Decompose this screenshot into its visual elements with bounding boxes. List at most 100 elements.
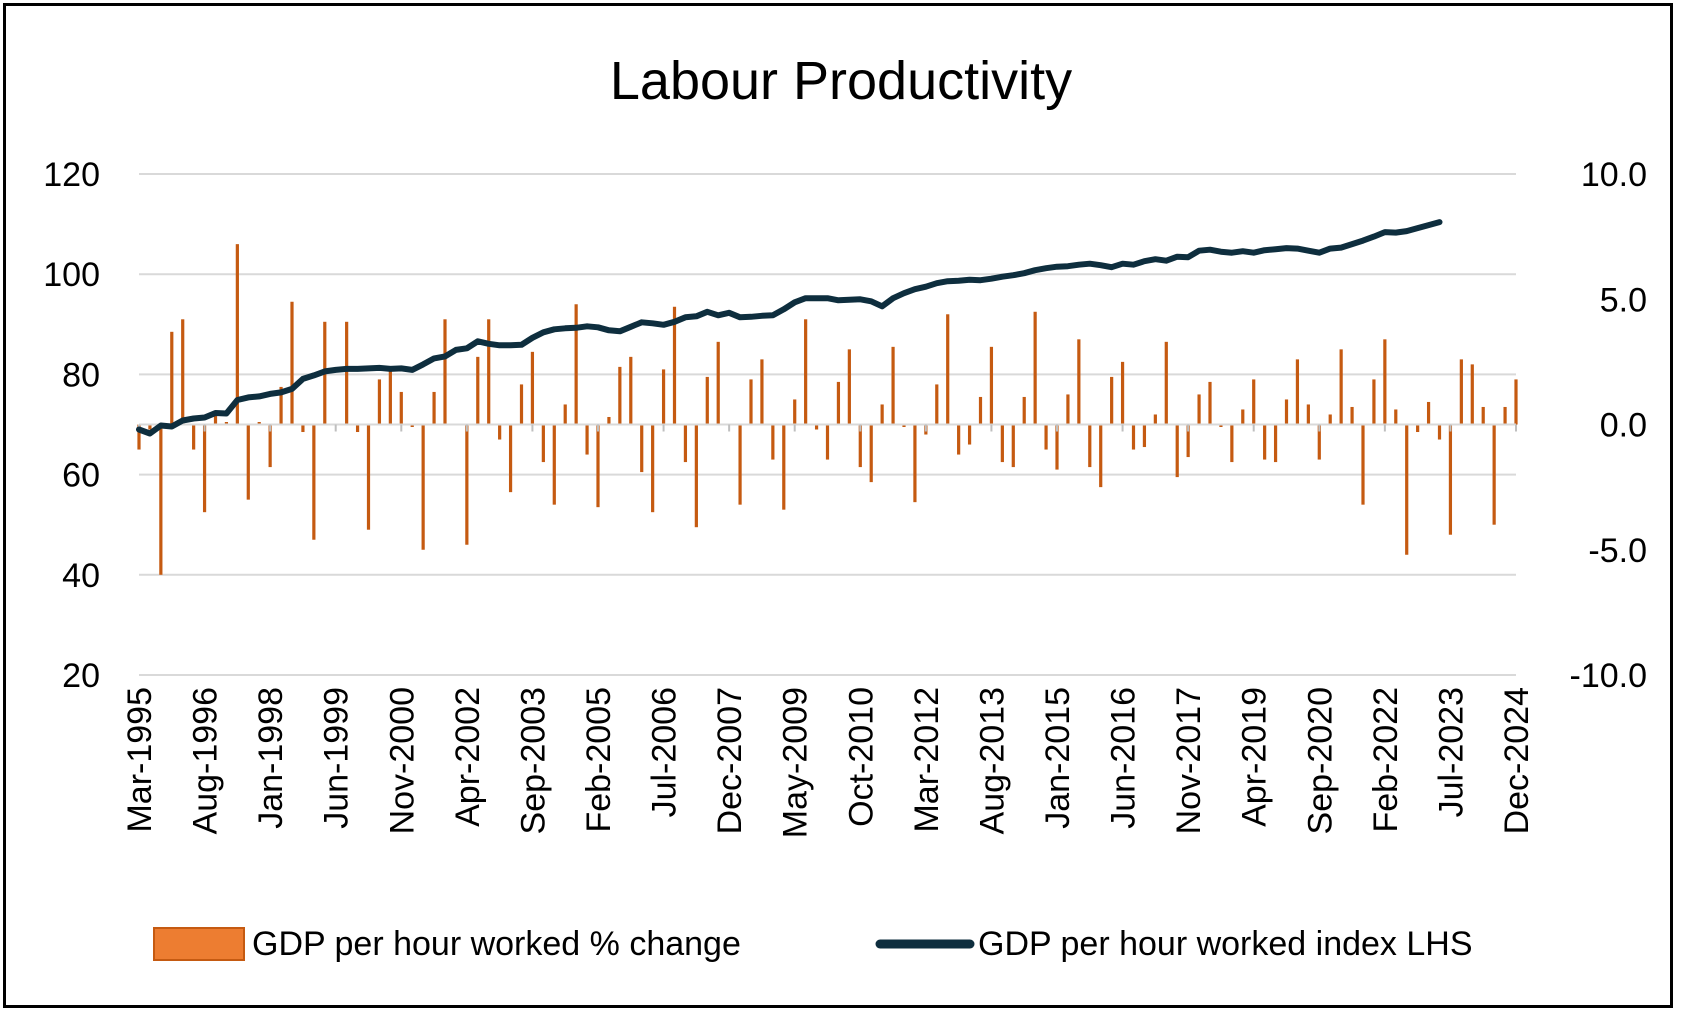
bar (476, 356, 480, 425)
bar (1077, 339, 1081, 425)
bar (170, 331, 174, 425)
x-tick-label: Jul-2006 (646, 687, 684, 817)
right-tick-label: 0.0 (1600, 407, 1647, 445)
bar (1328, 414, 1332, 425)
left-tick-label: 120 (43, 156, 100, 194)
x-tick-label: Jan-1998 (252, 687, 290, 829)
chart-title: Labour Productivity (610, 51, 1072, 111)
bar (1230, 424, 1234, 463)
right-tick-label: -5.0 (1588, 532, 1647, 570)
bar (607, 416, 611, 425)
legend-swatch-bar (153, 927, 245, 961)
legend-label-line: GDP per hour worked index LHS (978, 925, 1473, 963)
bar (749, 379, 753, 425)
bar (563, 404, 567, 425)
bar (1295, 359, 1300, 425)
bar (410, 424, 414, 428)
bar (1317, 424, 1321, 460)
bar (290, 301, 294, 425)
bar (148, 424, 152, 430)
bar (1339, 349, 1343, 425)
bar (891, 346, 895, 425)
bar (399, 391, 403, 425)
bar (683, 424, 688, 463)
bar (640, 424, 644, 473)
bar (1273, 424, 1278, 463)
bar (804, 319, 808, 425)
bar (202, 424, 207, 513)
bar (651, 424, 655, 513)
bar (629, 356, 633, 425)
x-tick-label: Jan-2015 (1039, 687, 1077, 829)
bar (1131, 424, 1136, 450)
bar (1492, 424, 1496, 525)
bar (279, 386, 283, 425)
bar (1175, 424, 1179, 478)
bar (1142, 424, 1147, 448)
x-tick-label: May-2009 (777, 687, 815, 838)
bar (978, 396, 983, 425)
bar (246, 424, 250, 500)
x-axis (138, 423, 1517, 432)
x-tick-label: Sep-2020 (1301, 687, 1339, 834)
legend-label-bar: GDP per hour worked % change (252, 925, 741, 963)
bar (1514, 379, 1518, 425)
bar (301, 424, 305, 433)
bar (1219, 424, 1223, 428)
bar (1164, 341, 1168, 425)
bar (366, 424, 371, 530)
bar (1405, 424, 1409, 555)
bar (541, 424, 545, 463)
bar (847, 349, 851, 425)
bar (1394, 409, 1398, 425)
x-tick-label: Jun-1999 (318, 687, 356, 829)
bar (1208, 381, 1212, 425)
x-tick-label: Apr-2002 (449, 687, 487, 827)
bar (432, 391, 436, 425)
x-tick-label: Mar-1995 (121, 687, 159, 833)
bar (1448, 424, 1453, 535)
x-tick-label: Jun-2016 (1105, 687, 1143, 829)
x-tick-label: Aug-1996 (187, 687, 225, 834)
x-tick-label: Sep-2003 (514, 687, 552, 834)
bar-series (137, 244, 1518, 575)
x-tick-label: Nov-2000 (383, 687, 421, 834)
bar (1066, 394, 1070, 425)
bar (1088, 424, 1092, 468)
bar (508, 424, 513, 493)
bar (869, 424, 873, 483)
bar (1055, 424, 1059, 470)
bar (224, 421, 229, 425)
x-tick-label: Nov-2017 (1170, 687, 1208, 834)
bar (1099, 424, 1103, 488)
bar (519, 384, 524, 425)
bar (192, 424, 196, 450)
bar (1110, 376, 1114, 425)
left-tick-label: 80 (62, 356, 100, 394)
bar (345, 321, 349, 425)
bar (902, 424, 906, 428)
bar (388, 366, 392, 425)
bar (574, 304, 578, 425)
x-tick-label: Feb-2005 (580, 687, 618, 833)
bar (1044, 424, 1048, 450)
bar (1120, 361, 1125, 425)
bar (946, 314, 950, 425)
bar (1153, 414, 1157, 425)
bar (1426, 401, 1431, 425)
bar (1197, 394, 1201, 425)
bar (1000, 424, 1004, 463)
x-tick-label: Oct-2010 (842, 687, 880, 827)
bar (498, 424, 502, 440)
index-line (136, 219, 1443, 437)
bar (1361, 424, 1365, 505)
x-tick-label: Apr-2019 (1236, 687, 1274, 827)
bar (268, 424, 272, 468)
bar (661, 369, 666, 425)
gridlines (139, 173, 1516, 676)
bar (760, 359, 764, 425)
bar (465, 424, 469, 545)
bar (235, 244, 239, 425)
bar (858, 424, 862, 468)
bar (1252, 379, 1256, 425)
